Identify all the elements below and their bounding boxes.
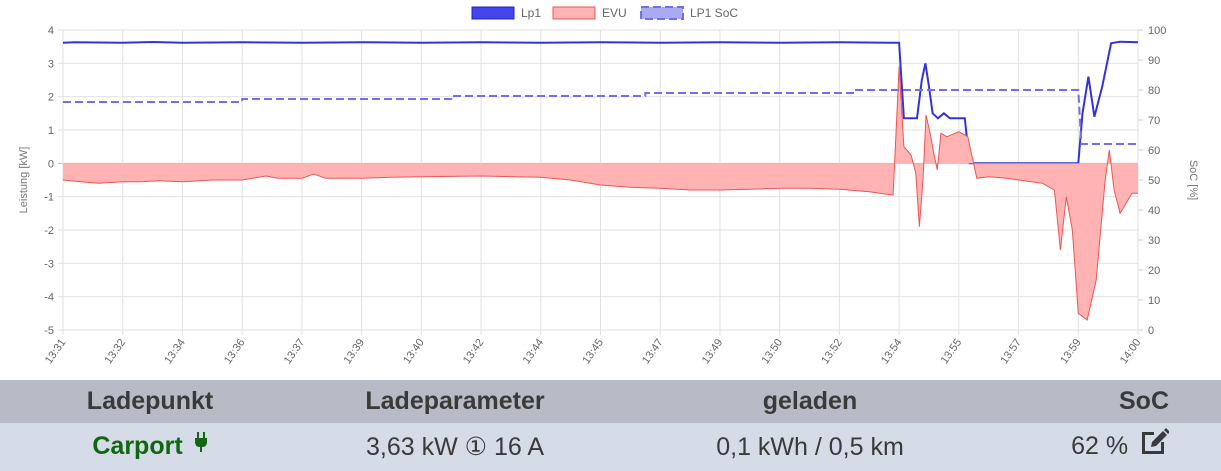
y-right-tick-label: 40 — [1148, 205, 1160, 217]
y-right-tick-label: 100 — [1148, 25, 1166, 37]
y-right-tick-label: 90 — [1148, 55, 1160, 67]
x-tick-label: 13:42 — [461, 337, 487, 366]
soc-cell: 62 % — [1010, 423, 1221, 471]
header-ladeparameter: Ladeparameter — [300, 380, 610, 423]
series-line-evu — [62, 66, 1138, 321]
y-left-tick-label: -3 — [44, 258, 54, 270]
y-left-tick-label: -2 — [44, 225, 54, 237]
charge-params-cell: 3,63 kW ① 16 A — [300, 423, 610, 471]
charge-point-cell[interactable]: Carport — [0, 423, 300, 471]
y-right-axis-title: SoC [%] — [1187, 160, 1199, 200]
legend-swatch-lp1-soc — [640, 6, 684, 20]
soc-value: 62 % — [1071, 431, 1129, 460]
x-tick-label: 13:31 — [43, 337, 69, 366]
legend-swatch-evu — [552, 6, 596, 20]
chart-svg: 43210-1-2-3-4-5100908070605040302010013:… — [18, 6, 1199, 366]
y-right-tick-label: 70 — [1148, 115, 1160, 127]
plug-icon — [194, 431, 208, 460]
charged-cell: 0,1 kWh / 0,5 km — [610, 423, 1010, 471]
y-left-tick-label: -1 — [44, 192, 54, 204]
legend-label-lp1-soc: LP1 SoC — [690, 6, 738, 20]
x-tick-label: 13:52 — [819, 337, 845, 366]
y-left-tick-label: -4 — [44, 292, 54, 304]
x-tick-label: 13:49 — [700, 337, 726, 366]
y-left-tick-label: 4 — [48, 25, 54, 37]
series-line-lp1-soc — [63, 89, 1138, 145]
y-right-tick-label: 10 — [1148, 295, 1160, 307]
y-left-tick-label: 3 — [48, 58, 54, 70]
x-tick-label: 13:54 — [879, 337, 905, 366]
y-right-tick-label: 20 — [1148, 265, 1160, 277]
header-geladen: geladen — [610, 380, 1010, 423]
charge-point-name[interactable]: Carport — [92, 432, 183, 461]
power-chart: 4 3 2 1 0 -1 -2 -3 -4 -5 100 90 80 70 60 50 40 30 20 10 0 13:… — [18, 6, 1199, 366]
header-soc: SoC — [1010, 380, 1221, 423]
table-header-row: Ladepunkt Ladeparameter geladen SoC — [0, 380, 1221, 423]
x-tick-label: 13:55 — [939, 337, 965, 366]
legend-label-evu: EVU — [602, 6, 627, 20]
y-left-tick-label: 0 — [48, 158, 54, 170]
charge-point-table: Ladepunkt Ladeparameter geladen SoC Carp… — [0, 380, 1221, 471]
y-right-tick-label: 0 — [1148, 325, 1154, 337]
x-tick-label: 13:57 — [998, 337, 1024, 366]
x-tick-label: 13:40 — [401, 337, 427, 366]
x-tick-label: 14:00 — [1118, 337, 1144, 366]
x-tick-label: 13:45 — [580, 337, 606, 366]
x-tick-label: 13:34 — [162, 337, 188, 366]
x-tick-label: 13:44 — [521, 337, 547, 366]
legend-swatch-lp1 — [471, 6, 515, 20]
x-tick-label: 13:50 — [760, 337, 786, 366]
x-tick-label: 13:59 — [1058, 337, 1084, 366]
y-left-axis-title: Leistung [kW] — [18, 147, 30, 214]
x-tick-label: 13:37 — [282, 337, 308, 366]
series-line-lp1 — [62, 40, 1139, 165]
header-ladepunkt: Ladepunkt — [0, 380, 300, 423]
y-left-tick-label: -5 — [44, 325, 54, 337]
y-right-tick-label: 80 — [1148, 85, 1160, 97]
y-right-tick-label: 60 — [1148, 145, 1160, 157]
y-left-tick-label: 1 — [48, 125, 54, 137]
y-left-tick-label: 2 — [48, 92, 54, 104]
edit-icon[interactable] — [1139, 427, 1170, 462]
x-tick-label: 13:47 — [640, 337, 666, 366]
x-tick-label: 13:32 — [103, 337, 129, 366]
table-row: Carport 3,63 kW ① 16 A 0,1 kWh / 0,5 km … — [0, 423, 1221, 471]
y-right-tick-label: 50 — [1148, 175, 1160, 187]
x-tick-label: 13:36 — [222, 337, 248, 366]
y-right-tick-label: 30 — [1148, 235, 1160, 247]
legend-label-lp1: Lp1 — [521, 6, 541, 20]
x-tick-label: 13:39 — [341, 337, 367, 366]
